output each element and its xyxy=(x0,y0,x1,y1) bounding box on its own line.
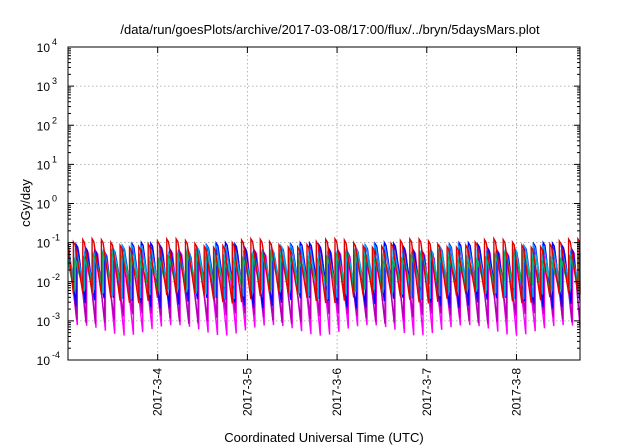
x-tick-label: 2017-3-7 xyxy=(420,368,434,416)
y-tick-label: 10 xyxy=(37,41,51,55)
y-axis-title: cGy/day xyxy=(18,179,33,227)
grid xyxy=(68,47,580,360)
x-tick-label: 2017-3-4 xyxy=(151,368,165,416)
y-tick-exponent: 3 xyxy=(52,76,57,86)
x-tick-label: 2017-3-8 xyxy=(509,368,523,416)
y-tick-label: 10 xyxy=(37,119,51,133)
x-tick-label: 2017-3-5 xyxy=(240,368,254,416)
y-tick-exponent: -3 xyxy=(52,311,60,321)
series-line xyxy=(67,236,581,304)
y-tick-label: 10 xyxy=(37,354,51,368)
y-tick-exponent: 2 xyxy=(52,115,57,125)
y-tick-exponent: 1 xyxy=(52,154,57,164)
y-tick-label: 10 xyxy=(37,237,51,251)
x-axis-ticks: 2017-3-4 2017-3-5 2017-3-6 2017-3-7 2017-3-8 xyxy=(151,47,523,416)
y-tick-exponent: -4 xyxy=(52,350,60,360)
y-tick-exponent: -1 xyxy=(52,233,60,243)
x-tick-label: 2017-3-6 xyxy=(330,368,344,416)
y-tick-label: 10 xyxy=(37,315,51,329)
y-tick-label: 10 xyxy=(37,198,51,212)
x-axis-title: Coordinated Universal Time (UTC) xyxy=(224,430,423,445)
y-tick-exponent: 0 xyxy=(52,194,57,204)
y-tick-label: 10 xyxy=(37,158,51,172)
y-tick-exponent: -2 xyxy=(52,272,60,282)
series-group xyxy=(67,236,581,336)
y-tick-label: 10 xyxy=(37,276,51,290)
y-tick-exponent: 4 xyxy=(52,37,57,47)
chart-title: /data/run/goesPlots/archive/2017-03-08/1… xyxy=(120,22,540,37)
y-tick-label: 10 xyxy=(37,80,51,94)
